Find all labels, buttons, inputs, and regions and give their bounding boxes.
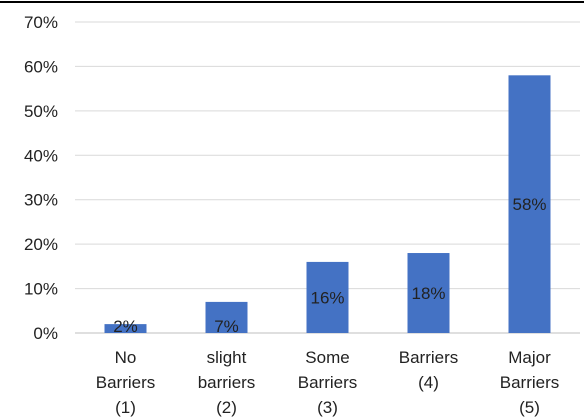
y-tick-label: 20% — [24, 235, 58, 254]
x-tick-label: (5) — [519, 398, 540, 417]
data-label: 58% — [512, 195, 546, 214]
x-tick-label: barriers — [198, 373, 256, 392]
x-tick-label: Some — [305, 348, 349, 367]
x-tick-label: Barriers — [399, 348, 459, 367]
bar — [407, 253, 450, 333]
y-tick-label: 0% — [33, 324, 58, 343]
y-tick-label: 10% — [24, 280, 58, 299]
y-axis: 0% 10% 20% 30% 40% 50% 60% 70% — [24, 13, 58, 343]
bar — [205, 301, 248, 333]
bars: 2% 7% 16% 18% 58% — [104, 75, 551, 336]
x-axis: No Barriers (1) slight barriers (2) Some Barrie… — [96, 348, 560, 417]
y-tick-label: 50% — [24, 102, 58, 121]
bar — [508, 75, 551, 334]
bar — [306, 261, 349, 333]
x-tick-label: (2) — [216, 398, 237, 417]
data-label: 16% — [310, 288, 344, 307]
x-tick-label: Major — [508, 348, 551, 367]
y-tick-label: 40% — [24, 146, 58, 165]
x-tick-label: (4) — [418, 373, 439, 392]
x-tick-label: Barriers — [298, 373, 358, 392]
x-tick-label: (3) — [317, 398, 338, 417]
data-label: 2% — [113, 317, 138, 336]
data-label: 18% — [411, 284, 445, 303]
bar — [104, 324, 147, 333]
x-tick-label: slight — [207, 348, 247, 367]
y-tick-label: 60% — [24, 57, 58, 76]
x-tick-label: (1) — [115, 398, 136, 417]
data-label: 7% — [214, 317, 239, 336]
x-tick-label: No — [115, 348, 137, 367]
x-tick-label: Barriers — [500, 373, 560, 392]
gridlines — [75, 21, 580, 334]
y-tick-label: 30% — [24, 191, 58, 210]
x-tick-label: Barriers — [96, 373, 156, 392]
y-tick-label: 70% — [24, 13, 58, 32]
